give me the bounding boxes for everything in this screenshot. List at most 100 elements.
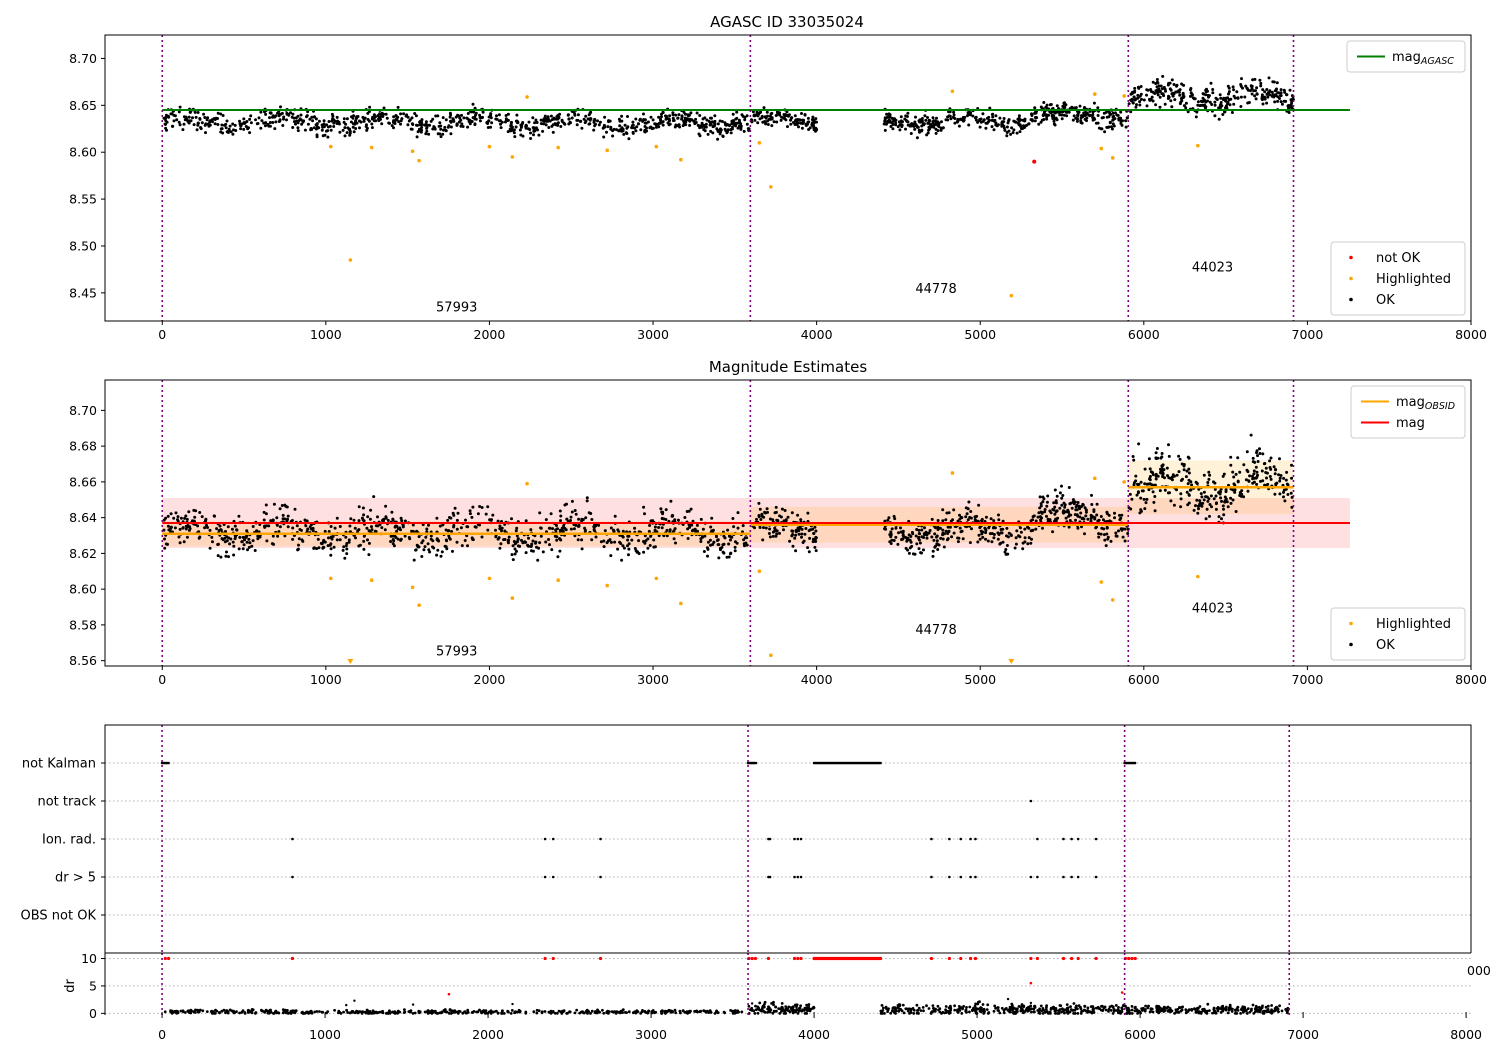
ok-point (1002, 1011, 1006, 1015)
ok-point (205, 1010, 209, 1013)
ok-point (299, 528, 303, 532)
ok-point (981, 535, 985, 539)
ok-point (434, 114, 438, 118)
ok-point (402, 112, 406, 116)
ok-point (889, 1011, 893, 1015)
ok-point (897, 1009, 901, 1013)
ok-point (1280, 102, 1284, 106)
ok-point (946, 532, 950, 535)
ok-point (693, 1010, 696, 1013)
ok-point (990, 532, 994, 535)
ok-point (1286, 483, 1290, 487)
ok-point (638, 118, 642, 122)
ok-point (1167, 454, 1171, 458)
ok-point (388, 1009, 391, 1013)
ok-point (1099, 515, 1103, 518)
ok-point (1272, 465, 1276, 469)
ok-point (1100, 116, 1104, 120)
ok-point (341, 128, 345, 132)
ok-point (1118, 518, 1122, 522)
ok-point (703, 129, 707, 133)
ok-point (391, 538, 395, 541)
ok-point (931, 116, 935, 120)
ok-point (555, 524, 558, 527)
ok-point (1264, 1005, 1268, 1009)
ok-point (1260, 97, 1264, 100)
ok-point (1190, 483, 1194, 487)
ok-point (674, 113, 678, 117)
ok-point (323, 133, 327, 137)
ok-point (914, 123, 918, 127)
ok-point (1055, 494, 1059, 498)
ok-point (1179, 492, 1183, 496)
ok-point (165, 128, 168, 132)
ok-point (1125, 116, 1129, 120)
ok-point (332, 545, 336, 549)
ok-point (1014, 542, 1018, 546)
ok-point (1134, 105, 1138, 109)
ok-point (1211, 88, 1215, 91)
ok-point (931, 554, 935, 558)
ok-point (1072, 114, 1076, 118)
ok-point (276, 534, 280, 538)
ok-point (1086, 1009, 1090, 1013)
ok-point (931, 120, 935, 124)
ok-point (1158, 95, 1162, 99)
ok-point (664, 114, 667, 118)
ok-point (922, 536, 926, 539)
ok-point (1180, 96, 1184, 100)
ok-point (1233, 490, 1237, 494)
ok-point (695, 1010, 699, 1014)
ok-point (1095, 502, 1099, 506)
ok-point (981, 112, 985, 116)
ok-point (423, 545, 427, 549)
ok-point (771, 1011, 775, 1015)
ok-point (264, 512, 268, 516)
ok-point (564, 528, 568, 532)
ok-point (1251, 1003, 1255, 1007)
ok-point (995, 124, 999, 128)
ok-point (208, 123, 212, 127)
ok-point (167, 528, 171, 532)
ok-point (1003, 550, 1007, 554)
ok-point (666, 1009, 670, 1013)
ok-point (498, 524, 502, 528)
ok-point (339, 1012, 343, 1015)
highlighted-point (369, 578, 374, 582)
ok-point (627, 534, 631, 538)
legend-box (1346, 40, 1466, 73)
ok-point (772, 1009, 776, 1013)
ok-point (395, 529, 399, 533)
ok-point (947, 1009, 951, 1013)
ok-point (427, 548, 431, 552)
ok-point (1042, 101, 1046, 104)
ok-point (647, 1009, 650, 1013)
ok-point (226, 525, 230, 529)
ok-point (250, 544, 254, 548)
ok-point (1263, 462, 1267, 465)
ok-point (1052, 501, 1056, 505)
ok-point (1093, 517, 1097, 521)
ok-point (446, 518, 450, 522)
ok-point (449, 516, 453, 520)
ok-point (468, 512, 472, 516)
ok-point (1245, 450, 1249, 454)
highlighted-point (654, 576, 659, 581)
ok-point (457, 114, 461, 118)
ok-point (1009, 1006, 1013, 1010)
ok-point (1050, 114, 1054, 118)
y-tick-label: 8.60 (69, 145, 97, 160)
ok-point (642, 112, 645, 116)
ok-point (1226, 100, 1230, 104)
ok-point (1142, 497, 1146, 501)
ok-point (480, 535, 484, 539)
ok-point (731, 125, 734, 129)
ok-point (713, 114, 717, 118)
highlighted-point (525, 481, 529, 486)
ok-point (248, 541, 252, 545)
ok-point (788, 1010, 792, 1014)
ok-point (786, 515, 790, 519)
ok-point (182, 540, 186, 544)
ok-point (905, 539, 909, 543)
ok-point (171, 124, 175, 128)
